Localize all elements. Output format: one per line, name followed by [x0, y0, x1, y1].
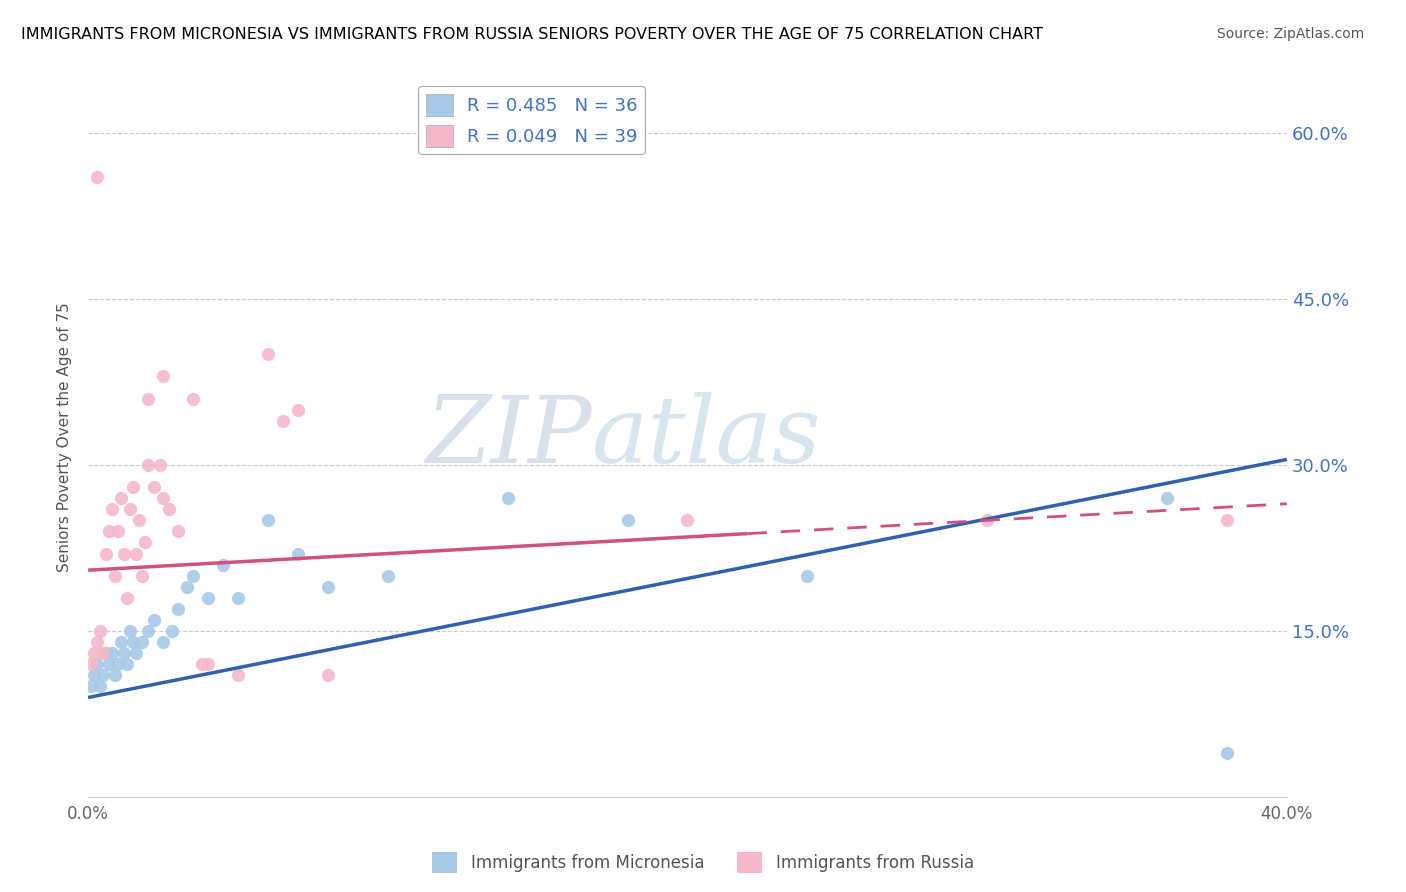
Point: [160, 624, 183, 638]
Text: IMMIGRANTS FROM MICRONESIA VS IMMIGRANTS FROM RUSSIA SENIORS POVERTY OVER THE AG: IMMIGRANTS FROM MICRONESIA VS IMMIGRANTS…: [21, 27, 1043, 42]
Point: [131, 635, 153, 649]
Point: [122, 635, 145, 649]
Point: [136, 458, 159, 472]
Point: [136, 392, 159, 406]
Text: atlas: atlas: [592, 392, 821, 483]
Point: [83, 646, 105, 660]
Point: [143, 613, 166, 627]
Point: [316, 668, 339, 682]
Point: [80, 680, 103, 694]
Point: [1156, 491, 1178, 506]
Point: [167, 524, 190, 539]
Point: [125, 547, 148, 561]
Point: [676, 513, 699, 527]
Point: [1216, 746, 1239, 760]
Point: [120, 502, 142, 516]
Point: [496, 491, 519, 506]
Point: [98, 657, 121, 672]
Point: [83, 668, 105, 682]
Point: [796, 568, 818, 582]
Point: [91, 646, 114, 660]
Point: [115, 657, 138, 672]
Point: [112, 547, 135, 561]
Point: [86, 635, 108, 649]
Point: [131, 568, 153, 582]
Point: [616, 513, 638, 527]
Point: [122, 480, 145, 494]
Point: [157, 502, 180, 516]
Point: [86, 170, 108, 185]
Point: [181, 392, 204, 406]
Point: [101, 646, 124, 660]
Point: [167, 602, 190, 616]
Text: Source: ZipAtlas.com: Source: ZipAtlas.com: [1216, 27, 1364, 41]
Point: [176, 580, 198, 594]
Point: [107, 657, 129, 672]
Point: [104, 568, 127, 582]
Point: [152, 491, 174, 506]
Point: [181, 568, 204, 582]
Point: [91, 668, 114, 682]
Point: [134, 535, 156, 549]
Point: [128, 513, 150, 527]
Point: [197, 657, 219, 672]
Point: [98, 524, 121, 539]
Point: [125, 646, 148, 660]
Point: [94, 547, 117, 561]
Point: [86, 657, 108, 672]
Point: [257, 513, 280, 527]
Point: [377, 568, 399, 582]
Point: [152, 635, 174, 649]
Point: [149, 458, 172, 472]
Point: [89, 680, 111, 694]
Point: [104, 668, 127, 682]
Point: [226, 668, 249, 682]
Point: [143, 480, 166, 494]
Point: [112, 646, 135, 660]
Point: [212, 558, 235, 572]
Point: [120, 624, 142, 638]
Point: [976, 513, 998, 527]
Point: [191, 657, 214, 672]
Point: [1216, 513, 1239, 527]
Legend: R = 0.485   N = 36, R = 0.049   N = 39: R = 0.485 N = 36, R = 0.049 N = 39: [419, 87, 645, 154]
Point: [101, 502, 124, 516]
Text: ZIP: ZIP: [425, 392, 592, 483]
Point: [287, 402, 309, 417]
Point: [94, 646, 117, 660]
Point: [136, 624, 159, 638]
Point: [152, 369, 174, 384]
Point: [107, 524, 129, 539]
Point: [316, 580, 339, 594]
Point: [271, 414, 294, 428]
Point: [257, 347, 280, 361]
Point: [197, 591, 219, 605]
Y-axis label: Seniors Poverty Over the Age of 75: Seniors Poverty Over the Age of 75: [58, 302, 72, 572]
Point: [80, 657, 103, 672]
Point: [287, 547, 309, 561]
Point: [226, 591, 249, 605]
Point: [110, 491, 132, 506]
Point: [89, 624, 111, 638]
Point: [115, 591, 138, 605]
Legend: Immigrants from Micronesia, Immigrants from Russia: Immigrants from Micronesia, Immigrants f…: [426, 846, 980, 880]
Point: [110, 635, 132, 649]
